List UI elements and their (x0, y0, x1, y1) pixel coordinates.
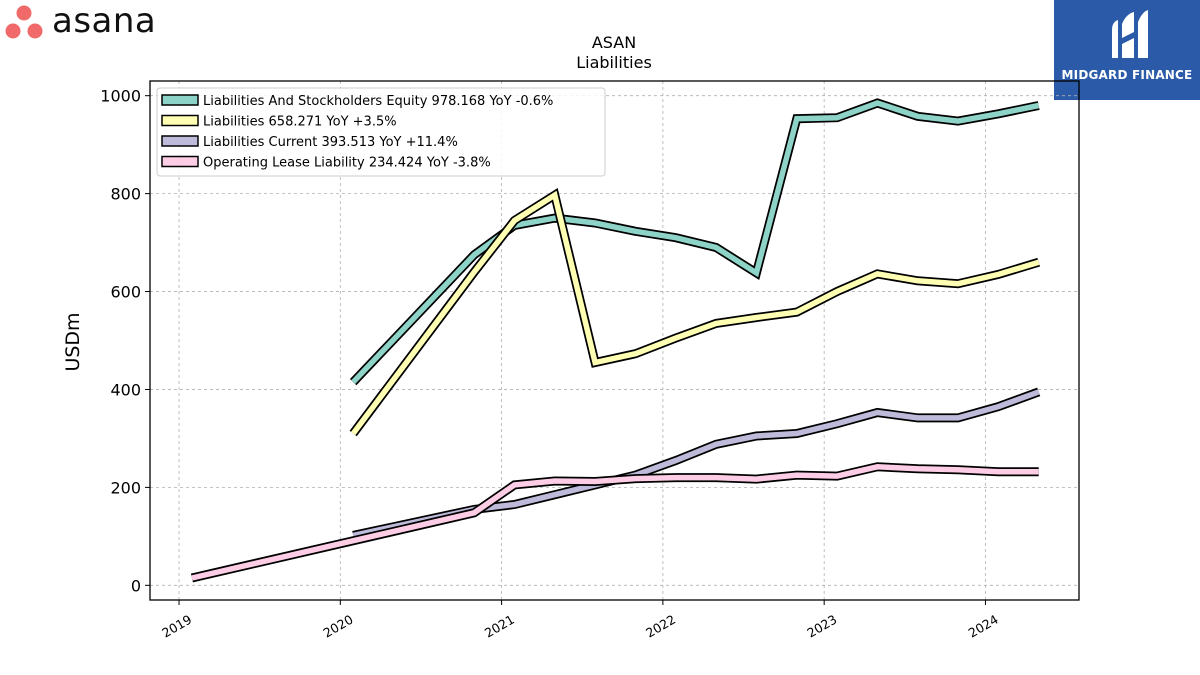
asana-dots-icon (5, 5, 43, 39)
y-tick-label: 800 (110, 185, 141, 204)
y-tick-label: 600 (110, 283, 141, 302)
legend-label-3: Liabilities Current 393.513 YoY +11.4% (203, 135, 458, 150)
legend-swatch-2 (161, 114, 199, 127)
asana-logo: asana (0, 0, 200, 44)
series-line-3 (352, 389, 1040, 539)
chart-title: ASAN (592, 33, 636, 52)
series-line-1 (351, 100, 1040, 384)
chart-subtitle: Liabilities (576, 53, 652, 72)
legend-label-1: Liabilities And Stockholders Equity 978.… (203, 94, 553, 109)
legend-box (156, 87, 606, 177)
y-tick-label: 200 (110, 478, 141, 497)
series-line-2 (350, 190, 1040, 436)
asana-wordmark: asana (52, 1, 157, 41)
x-tick-label: 2023 (804, 612, 839, 641)
midgard-emblem-icon (1112, 10, 1148, 58)
x-tick-label: 2021 (482, 612, 517, 641)
y-tick-label: 0 (131, 576, 141, 595)
series-line-4 (191, 464, 1039, 581)
plot-frame (149, 80, 1080, 601)
legend-swatch-1 (161, 94, 199, 106)
y-tick-label: 1000 (100, 87, 141, 106)
x-tick-label: 2019 (159, 612, 194, 641)
y-axis-label: USDm (62, 312, 84, 371)
series-layer (190, 98, 1041, 583)
series-outline-2 (349, 187, 1041, 437)
legend-swatch-3 (161, 135, 199, 147)
midgard-wordmark: MIDGARD FINANCE (1061, 68, 1193, 82)
legend-swatch-4 (161, 155, 199, 168)
x-tick-label: 2024 (966, 612, 1001, 641)
series-outline-4 (190, 462, 1039, 583)
x-tick-label: 2022 (643, 612, 678, 641)
legend-label-4: Operating Lease Liability 234.424 YoY -3… (203, 156, 491, 171)
legend-label-2: Liabilities 658.271 YoY +3.5% (203, 115, 397, 130)
midgard-finance-logo: MIDGARD FINANCE (1054, 0, 1200, 100)
chart-legend: Liabilities And Stockholders Equity 978.… (156, 87, 606, 177)
y-tick-label: 400 (110, 380, 141, 399)
x-tick-label: 2020 (321, 612, 356, 641)
